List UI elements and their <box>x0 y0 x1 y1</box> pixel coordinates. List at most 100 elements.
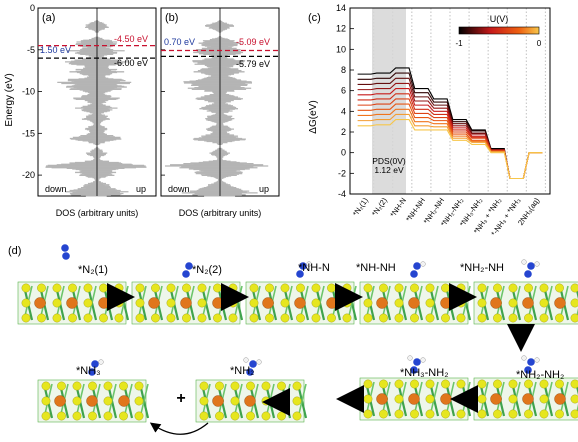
nitrogen-atom <box>527 262 535 270</box>
plus-sign: + <box>176 390 185 407</box>
sulfur-atom <box>215 381 224 391</box>
energy-ytick-label: 14 <box>336 3 346 13</box>
dos-ytick-label: -15 <box>22 128 35 138</box>
sulfur-atom <box>394 409 404 419</box>
sulfur-atom <box>539 283 549 293</box>
metal-atom <box>408 297 420 309</box>
sulfur-atom <box>555 283 564 293</box>
sulfur-atom <box>477 313 487 323</box>
sulfur-atom <box>134 381 144 391</box>
sulfur-atom <box>41 396 51 406</box>
colorbar-gradient <box>458 26 540 35</box>
sulfur-atom <box>280 283 290 293</box>
sulfur-atom <box>166 283 176 293</box>
sulfur-atom <box>456 409 466 419</box>
metal-atom <box>376 393 388 405</box>
dos-up-label-b: up <box>259 184 269 194</box>
mechanism-panel: (d) *N₂(1) *N₂(2) *NH-N *NH-NH *NH₂-NH*NH₃ *N… <box>8 244 578 435</box>
nitrogen-atom <box>185 262 193 270</box>
energy-ytick-label: 0 <box>341 148 346 158</box>
catalyst-slab <box>473 259 578 325</box>
hydrogen-atom <box>407 355 413 361</box>
panel-label-d: (d) <box>8 245 21 257</box>
sulfur-atom <box>363 379 373 389</box>
energy-lines <box>357 67 543 180</box>
sulfur-atom <box>379 379 388 389</box>
colorbar: U(V) -1 0 <box>455 14 541 48</box>
nitrogen-atom <box>91 360 99 368</box>
sulfur-atom <box>477 298 487 308</box>
sulfur-atom <box>327 283 336 293</box>
energy-ytick-label: -4 <box>338 189 346 199</box>
hydrogen-atom <box>420 357 426 363</box>
sulfur-atom <box>261 381 271 391</box>
sulfur-atom <box>311 313 321 323</box>
dos-ytick-label: 0 <box>30 3 35 13</box>
sulfur-atom <box>342 283 352 293</box>
sulfur-atom <box>103 396 113 406</box>
intermediate-label: *NH₂-NH <box>460 262 504 274</box>
dos-down-label-a: down <box>45 184 67 194</box>
metal-atom <box>326 297 338 309</box>
sulfur-atom <box>410 409 419 419</box>
sulfur-atom <box>230 411 240 421</box>
hydrogen-atom <box>420 261 426 267</box>
sulfur-atom <box>456 313 466 323</box>
sulfur-atom <box>570 283 578 293</box>
catalyst-slab <box>37 359 150 423</box>
dos-yticks-a: 0 -5 -10 -15 -20 <box>22 3 42 180</box>
sulfur-atom <box>327 313 336 323</box>
sulfur-atom <box>539 298 549 308</box>
sulfur-atom <box>21 298 31 308</box>
sulfur-atom <box>246 411 255 421</box>
nitrogen-atom <box>182 270 190 278</box>
sulfur-atom <box>166 313 176 323</box>
sulfur-atom <box>135 283 145 293</box>
sulfur-atom <box>88 381 97 391</box>
intermediate-label: *N₂(1) <box>78 264 108 276</box>
sulfur-atom <box>524 283 533 293</box>
sulfur-atom <box>41 411 51 421</box>
sulfur-atom <box>199 396 209 406</box>
nitrogen-atom <box>299 262 307 270</box>
sulfur-atom <box>363 283 373 293</box>
sulfur-atom <box>103 381 113 391</box>
sulfur-atom <box>21 313 31 323</box>
sulfur-atom <box>135 313 145 323</box>
dos-gap-label-b: 0.70 eV <box>164 37 195 47</box>
sulfur-atom <box>570 313 578 323</box>
panel-label-c: (c) <box>308 12 321 24</box>
sulfur-atom <box>182 283 191 293</box>
dos-panel-b: (b) 0.70 eV -5.09 eV -5.79 eV down up DO… <box>160 7 280 218</box>
sulfur-atom <box>166 298 176 308</box>
sulfur-atom <box>555 409 564 419</box>
dos-ytick-label: -20 <box>22 170 35 180</box>
energy-series-line <box>357 119 543 180</box>
sulfur-atom <box>379 313 388 323</box>
metal-atom <box>34 297 46 309</box>
nitrogen-atom <box>246 368 254 376</box>
sulfur-atom <box>83 313 93 323</box>
sulfur-atom <box>555 379 564 389</box>
metal-atom <box>440 393 452 405</box>
sulfur-atom <box>52 283 62 293</box>
dos-down-label-b: down <box>168 184 190 194</box>
sulfur-atom <box>68 283 77 293</box>
sulfur-atom <box>296 283 305 293</box>
energy-ytick-label: 8 <box>341 65 346 75</box>
panel-label-a: (a) <box>42 12 55 24</box>
sulfur-atom <box>197 283 207 293</box>
nitrogen-atom <box>524 366 532 374</box>
sulfur-atom <box>456 298 466 308</box>
sulfur-atom <box>57 381 66 391</box>
sulfur-atom <box>493 379 502 389</box>
sulfur-atom <box>230 396 240 406</box>
sulfur-atom <box>228 313 238 323</box>
energy-profile-panel: (c) ΔG(eV) -4 -2 0 2 4 6 8 10 12 14 *N₂(1) *N₂(2) *… <box>308 3 551 238</box>
sulfur-atom <box>394 394 404 404</box>
dos-red-label-a: -4.50 eV <box>114 34 148 44</box>
sulfur-atom <box>394 379 404 389</box>
metal-atom <box>522 393 534 405</box>
nitrogen-atom <box>410 270 418 278</box>
sulfur-atom <box>249 283 259 293</box>
